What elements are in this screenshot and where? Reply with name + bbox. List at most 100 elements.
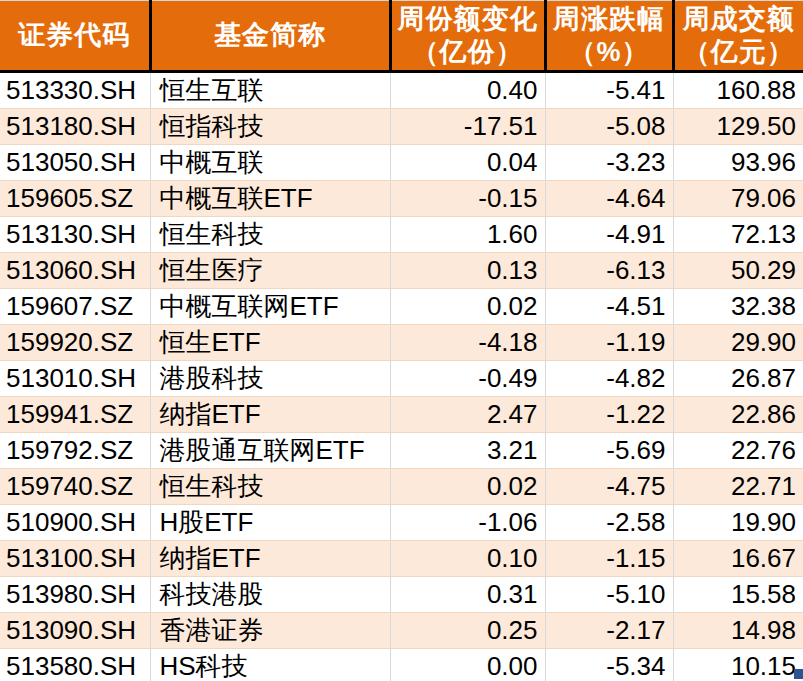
cell-share-change[interactable]: 0.40 bbox=[390, 72, 545, 109]
cell-fund-name[interactable]: 纳指ETF bbox=[150, 397, 390, 433]
column-header-pct-change[interactable]: 周涨跌幅 （%） bbox=[545, 1, 673, 72]
cell-security-code[interactable]: 513090.SH bbox=[0, 613, 150, 649]
cell-fund-name[interactable]: 科技港股 bbox=[150, 577, 390, 613]
cell-security-code[interactable]: 510900.SH bbox=[0, 505, 150, 541]
cell-turnover[interactable]: 29.90 bbox=[673, 325, 803, 361]
table-row: 513100.SH 纳指ETF 0.10 -1.15 16.67 bbox=[0, 541, 803, 577]
cell-turnover[interactable]: 72.13 bbox=[673, 217, 803, 253]
cell-share-change[interactable]: -4.18 bbox=[390, 325, 545, 361]
cell-fund-name[interactable]: 港股通互联网ETF bbox=[150, 433, 390, 469]
cell-share-change[interactable]: -0.15 bbox=[390, 181, 545, 217]
cell-turnover[interactable]: 79.06 bbox=[673, 181, 803, 217]
column-header-sublabel: （亿元） bbox=[675, 36, 803, 69]
cell-turnover[interactable]: 32.38 bbox=[673, 289, 803, 325]
cell-pct-change[interactable]: -4.91 bbox=[545, 217, 673, 253]
cell-pct-change[interactable]: -4.75 bbox=[545, 469, 673, 505]
cell-turnover[interactable]: 93.96 bbox=[673, 145, 803, 181]
cell-fund-name[interactable]: 香港证券 bbox=[150, 613, 390, 649]
cell-share-change[interactable]: -0.49 bbox=[390, 361, 545, 397]
cell-fund-name[interactable]: 中概互联ETF bbox=[150, 181, 390, 217]
cell-fund-name[interactable]: 恒生科技 bbox=[150, 217, 390, 253]
cell-pct-change[interactable]: -5.10 bbox=[545, 577, 673, 613]
selection-handle[interactable] bbox=[794, 669, 803, 679]
cell-pct-change[interactable]: -1.15 bbox=[545, 541, 673, 577]
cell-security-code[interactable]: 159607.SZ bbox=[0, 289, 150, 325]
column-header-share-change[interactable]: 周份额变化 （亿份） bbox=[390, 1, 545, 72]
cell-pct-change[interactable]: -1.19 bbox=[545, 325, 673, 361]
cell-pct-change[interactable]: -4.51 bbox=[545, 289, 673, 325]
cell-pct-change[interactable]: -2.58 bbox=[545, 505, 673, 541]
cell-pct-change[interactable]: -4.82 bbox=[545, 361, 673, 397]
cell-turnover[interactable]: 26.87 bbox=[673, 361, 803, 397]
cell-fund-name[interactable]: 恒生科技 bbox=[150, 469, 390, 505]
cell-share-change[interactable]: 3.21 bbox=[390, 433, 545, 469]
cell-turnover[interactable]: 10.15 bbox=[673, 649, 803, 681]
cell-security-code[interactable]: 513100.SH bbox=[0, 541, 150, 577]
cell-turnover[interactable]: 15.58 bbox=[673, 577, 803, 613]
cell-share-change[interactable]: 0.00 bbox=[390, 649, 545, 681]
cell-share-change[interactable]: 0.25 bbox=[390, 613, 545, 649]
cell-turnover[interactable]: 16.67 bbox=[673, 541, 803, 577]
cell-fund-name[interactable]: 纳指ETF bbox=[150, 541, 390, 577]
cell-turnover[interactable]: 22.76 bbox=[673, 433, 803, 469]
cell-pct-change[interactable]: -4.64 bbox=[545, 181, 673, 217]
cell-share-change[interactable]: 0.02 bbox=[390, 289, 545, 325]
cell-turnover[interactable]: 160.88 bbox=[673, 72, 803, 109]
table-row: 513050.SH 中概互联 0.04 -3.23 93.96 bbox=[0, 145, 803, 181]
cell-security-code[interactable]: 513330.SH bbox=[0, 72, 150, 109]
column-header-label: 基金简称 bbox=[152, 19, 389, 52]
cell-security-code[interactable]: 159740.SZ bbox=[0, 469, 150, 505]
cell-share-change[interactable]: 0.02 bbox=[390, 469, 545, 505]
cell-security-code[interactable]: 159605.SZ bbox=[0, 181, 150, 217]
cell-security-code[interactable]: 513180.SH bbox=[0, 109, 150, 145]
cell-security-code[interactable]: 513050.SH bbox=[0, 145, 150, 181]
cell-pct-change[interactable]: -3.23 bbox=[545, 145, 673, 181]
cell-pct-change[interactable]: -5.08 bbox=[545, 109, 673, 145]
cell-security-code[interactable]: 159792.SZ bbox=[0, 433, 150, 469]
cell-turnover[interactable]: 129.50 bbox=[673, 109, 803, 145]
cell-fund-name[interactable]: 港股科技 bbox=[150, 361, 390, 397]
column-header-code[interactable]: 证券代码 bbox=[0, 1, 150, 72]
column-header-name[interactable]: 基金简称 bbox=[150, 1, 390, 72]
cell-security-code[interactable]: 513130.SH bbox=[0, 217, 150, 253]
cell-pct-change[interactable]: -5.34 bbox=[545, 649, 673, 681]
cell-security-code[interactable]: 513980.SH bbox=[0, 577, 150, 613]
table-row: 513580.SH HS科技 0.00 -5.34 10.15 bbox=[0, 649, 803, 681]
table-row: 513090.SH 香港证券 0.25 -2.17 14.98 bbox=[0, 613, 803, 649]
cell-pct-change[interactable]: -5.69 bbox=[545, 433, 673, 469]
cell-security-code[interactable]: 513580.SH bbox=[0, 649, 150, 681]
cell-pct-change[interactable]: -6.13 bbox=[545, 253, 673, 289]
cell-turnover[interactable]: 22.71 bbox=[673, 469, 803, 505]
cell-pct-change[interactable]: -2.17 bbox=[545, 613, 673, 649]
cell-fund-name[interactable]: HS科技 bbox=[150, 649, 390, 681]
cell-security-code[interactable]: 159920.SZ bbox=[0, 325, 150, 361]
table-row: 513330.SH 恒生互联 0.40 -5.41 160.88 bbox=[0, 72, 803, 109]
cell-security-code[interactable]: 513010.SH bbox=[0, 361, 150, 397]
column-header-label: 周份额变化 bbox=[392, 3, 544, 36]
cell-turnover[interactable]: 22.86 bbox=[673, 397, 803, 433]
cell-share-change[interactable]: 0.13 bbox=[390, 253, 545, 289]
cell-fund-name[interactable]: 恒生医疗 bbox=[150, 253, 390, 289]
cell-share-change[interactable]: -1.06 bbox=[390, 505, 545, 541]
cell-share-change[interactable]: 2.47 bbox=[390, 397, 545, 433]
cell-fund-name[interactable]: 恒生ETF bbox=[150, 325, 390, 361]
cell-share-change[interactable]: 0.04 bbox=[390, 145, 545, 181]
column-header-label: 周成交额 bbox=[675, 3, 803, 36]
cell-share-change[interactable]: 0.31 bbox=[390, 577, 545, 613]
cell-pct-change[interactable]: -1.22 bbox=[545, 397, 673, 433]
cell-security-code[interactable]: 159941.SZ bbox=[0, 397, 150, 433]
cell-share-change[interactable]: -17.51 bbox=[390, 109, 545, 145]
cell-turnover[interactable]: 14.98 bbox=[673, 613, 803, 649]
cell-share-change[interactable]: 1.60 bbox=[390, 217, 545, 253]
cell-fund-name[interactable]: 中概互联 bbox=[150, 145, 390, 181]
cell-fund-name[interactable]: 中概互联网ETF bbox=[150, 289, 390, 325]
cell-turnover[interactable]: 50.29 bbox=[673, 253, 803, 289]
cell-turnover[interactable]: 19.90 bbox=[673, 505, 803, 541]
cell-fund-name[interactable]: 恒指科技 bbox=[150, 109, 390, 145]
cell-security-code[interactable]: 513060.SH bbox=[0, 253, 150, 289]
column-header-turnover[interactable]: 周成交额 （亿元） bbox=[673, 1, 803, 72]
cell-pct-change[interactable]: -5.41 bbox=[545, 72, 673, 109]
cell-fund-name[interactable]: 恒生互联 bbox=[150, 72, 390, 109]
cell-share-change[interactable]: 0.10 bbox=[390, 541, 545, 577]
cell-fund-name[interactable]: H股ETF bbox=[150, 505, 390, 541]
